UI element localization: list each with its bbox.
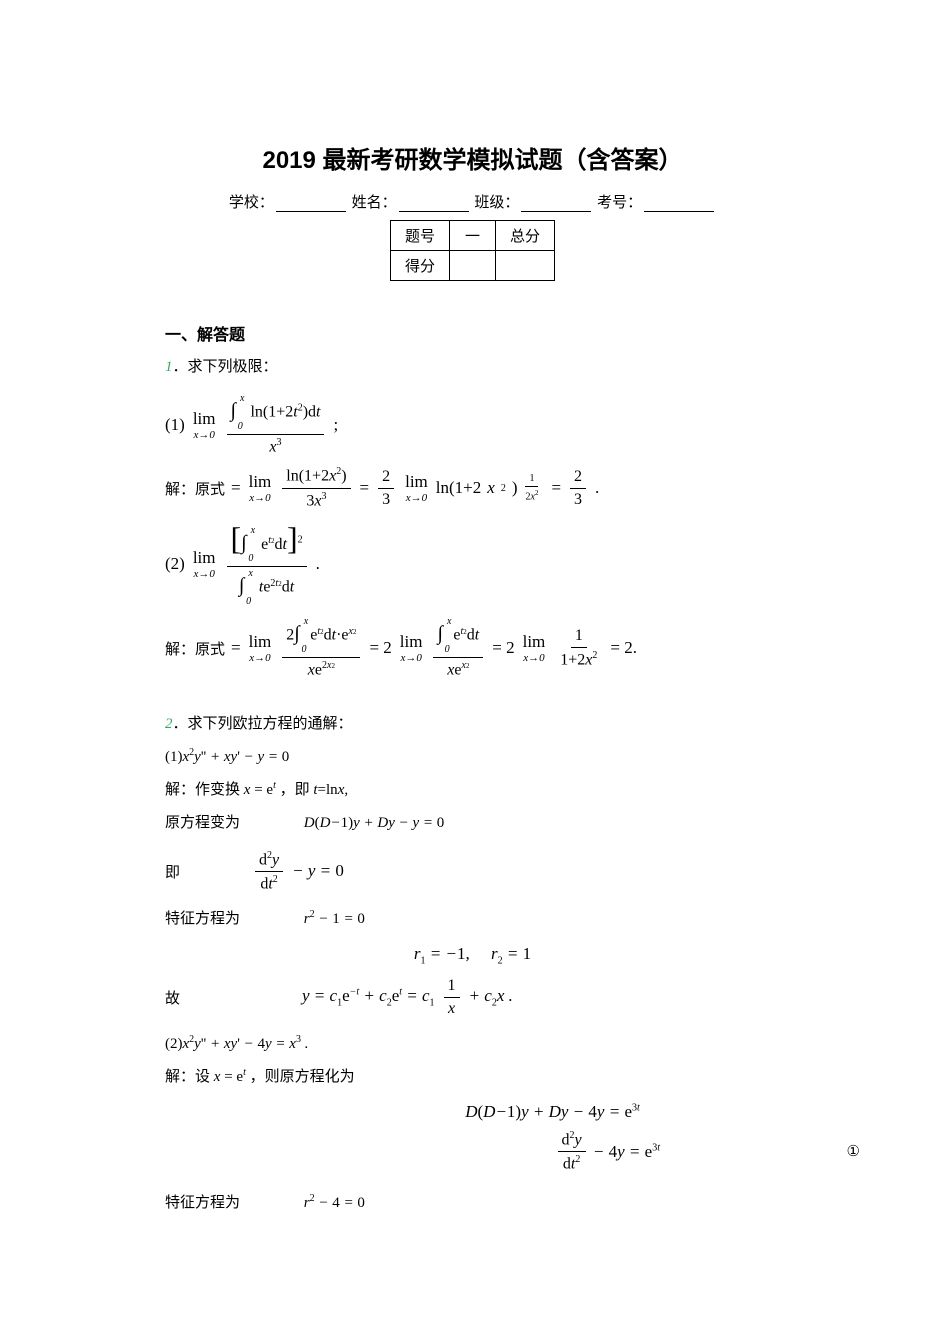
- score-table: 题号 一 总分 得分: [390, 220, 555, 281]
- eq-number-1: ①: [847, 1142, 860, 1161]
- p2-ode2: d2y dt2 − 4y = e3t ①: [165, 1130, 740, 1174]
- sol-prefix: 解：原式: [165, 478, 225, 499]
- class-label: 班级：: [474, 195, 519, 211]
- school-label: 学校：: [229, 195, 274, 211]
- p1-sub1-eq: (1) limx→0 ∫x0 ln(1+2t2)dt x3 ;: [165, 394, 780, 456]
- fraction: 2∫x0et2dt·ex2 xe2x2: [282, 617, 360, 679]
- lim-icon: limx→0: [249, 472, 272, 504]
- lim-icon: limx→0: [523, 632, 546, 664]
- problem-number-1: 1: [165, 359, 173, 375]
- name-label: 姓名：: [352, 195, 397, 211]
- table-row: 题号 一 总分: [390, 221, 554, 251]
- problem-1-text: ．求下列极限：: [173, 359, 278, 375]
- fraction: 1x: [444, 977, 460, 1018]
- p2-sub1-eq: (1)x2y'' + xy' − y = 0: [165, 741, 780, 774]
- label-char: 特征方程为: [165, 911, 240, 927]
- th-total: 总分: [496, 221, 555, 251]
- p2-transformed: 原方程变为 D(D−1)y + Dy − y = 0: [165, 807, 780, 840]
- lim-icon: limx→0: [193, 548, 216, 580]
- label-ji: 即: [165, 861, 180, 882]
- p2-roots: r1 = −1, r2 = 1: [165, 944, 780, 966]
- p1-sub2-sol: 解：原式 = limx→0 2∫x0et2dt·ex2 xe2x2 = 2 li…: [165, 617, 780, 679]
- th-num: 题号: [390, 221, 449, 251]
- lim-icon: limx→0: [405, 472, 428, 504]
- p2-sol2-line1: 解：设 x = et ，则原方程化为: [165, 1061, 780, 1094]
- fraction: d2y dt2: [255, 850, 283, 894]
- problem-1-stem: 1．求下列极限：: [165, 351, 780, 384]
- problem-number-2: 2: [165, 716, 173, 732]
- exponent-frac: 12x2: [521, 473, 542, 502]
- sub2-label: (2): [165, 1036, 183, 1052]
- p2-char2: 特征方程为 r2 − 4 = 0: [165, 1187, 780, 1220]
- p2-d-eq: D(D−1)y + Dy − 4y = e3t: [165, 1102, 780, 1122]
- p1-sub2-eq: (2) limx→0 [∫x0 et2dt]2 ∫x0 te2t2dt .: [165, 520, 780, 607]
- table-row: 得分: [390, 251, 554, 281]
- student-info-line: 学校： 姓名： 班级： 考号：: [165, 191, 780, 212]
- fraction: ∫x0et2dt xex2: [433, 617, 483, 679]
- p2-ji-eq: 即 d2y dt2 − y = 0: [165, 850, 780, 894]
- label-tr1: 原方程变为: [165, 815, 240, 831]
- fraction: 1 1+2x2: [556, 627, 601, 669]
- problem-2-text: ．求下列欧拉方程的通解：: [173, 716, 353, 732]
- p2-gen-sol: 故 y = c1e−t + c2et = c1 1x + c2x .: [165, 977, 780, 1018]
- fraction: 23: [570, 468, 586, 509]
- lim-icon: limx→0: [400, 632, 423, 664]
- fraction: ∫x0 ln(1+2t2)dt x3: [227, 394, 325, 456]
- sub2-label: (2): [165, 554, 185, 574]
- lim-icon: limx→0: [249, 632, 272, 664]
- section-heading: 一、解答题: [165, 321, 780, 345]
- row-score-label: 得分: [390, 251, 449, 281]
- score-cell-total[interactable]: [496, 251, 555, 281]
- examno-blank[interactable]: [644, 196, 714, 212]
- class-blank[interactable]: [521, 196, 591, 212]
- examno-label: 考号：: [597, 195, 642, 211]
- school-blank[interactable]: [276, 196, 346, 212]
- p2-sub2-eq: (2)x2y'' + xy' − 4y = x3 .: [165, 1028, 780, 1061]
- p2-char-eq: 特征方程为 r2 − 1 = 0: [165, 903, 780, 936]
- page-title: 2019 最新考研数学模拟试题（含答案）: [165, 140, 780, 175]
- p2-sol-line1: 解：作变换 x = et ，即 t=lnx,: [165, 774, 780, 807]
- fraction: 23: [378, 468, 394, 509]
- label-char2: 特征方程为: [165, 1195, 240, 1211]
- name-blank[interactable]: [399, 196, 469, 212]
- score-cell-1[interactable]: [450, 251, 496, 281]
- sol-prefix: 解：原式: [165, 638, 225, 659]
- sub1-label: (1): [165, 415, 185, 435]
- fraction: d2y dt2: [558, 1130, 586, 1174]
- label-gu: 故: [165, 987, 180, 1008]
- fraction: ln(1+2x2) 3x3: [282, 466, 350, 510]
- fraction: [∫x0 et2dt]2 ∫x0 te2t2dt: [227, 520, 307, 607]
- p1-sub1-sol: 解：原式 = limx→0 ln(1+2x2) 3x3 = 23 limx→0 …: [165, 466, 780, 510]
- problem-2-stem: 2．求下列欧拉方程的通解：: [165, 708, 780, 741]
- sub1-label: (1): [165, 749, 183, 765]
- th-sec1: 一: [450, 221, 496, 251]
- lim-icon: limx→0: [193, 409, 216, 441]
